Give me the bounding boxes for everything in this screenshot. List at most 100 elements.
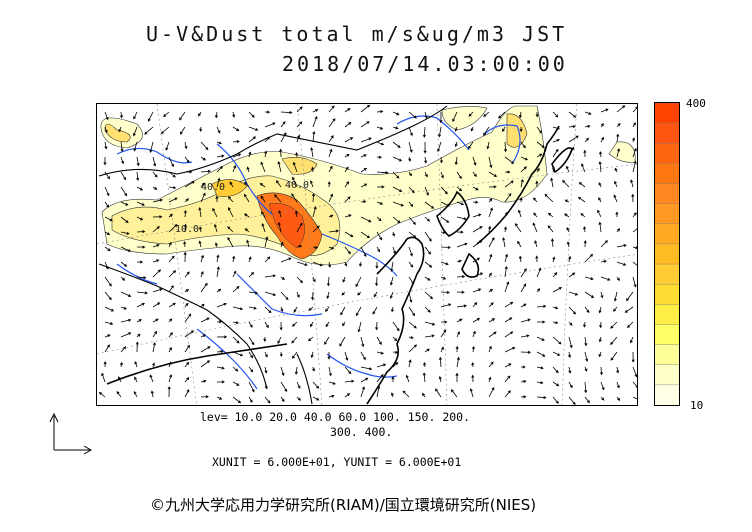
wind-arrow bbox=[610, 336, 618, 346]
wind-arrow bbox=[567, 351, 572, 359]
wind-arrow bbox=[280, 366, 285, 377]
wind-arrow bbox=[423, 141, 427, 154]
wind-arrow bbox=[456, 186, 463, 192]
wind-arrow bbox=[488, 345, 492, 353]
wind-arrow bbox=[198, 240, 202, 248]
wind-arrow bbox=[376, 351, 385, 355]
wind-arrow bbox=[552, 366, 559, 374]
wind-arrow bbox=[200, 156, 206, 161]
wind-arrow bbox=[390, 261, 394, 273]
wind-arrow bbox=[248, 366, 254, 373]
wind-arrow bbox=[246, 239, 250, 248]
wind-arrow bbox=[424, 171, 428, 178]
wind-arrow bbox=[483, 111, 490, 117]
wind-arrow bbox=[486, 141, 490, 150]
contour-label: 40.0 bbox=[201, 182, 225, 193]
wind-arrow bbox=[616, 261, 627, 266]
wind-arrow bbox=[168, 171, 176, 178]
wind-arrow bbox=[342, 276, 346, 283]
wind-arrow bbox=[504, 363, 512, 368]
wind-arrow bbox=[133, 391, 138, 398]
wind-arrow bbox=[295, 151, 299, 158]
wind-arrow bbox=[598, 351, 602, 358]
wind-arrow bbox=[424, 156, 428, 164]
wind-arrow bbox=[552, 381, 560, 387]
wind-arrow bbox=[200, 379, 207, 383]
wind-arrow bbox=[424, 291, 434, 300]
contour-label: 40.0 bbox=[285, 180, 309, 191]
wind-arrow bbox=[168, 197, 178, 203]
wind-arrow bbox=[408, 111, 417, 119]
wind-arrow bbox=[488, 198, 493, 203]
wind-arrow bbox=[360, 231, 371, 239]
wind-arrow bbox=[472, 186, 479, 191]
wind-arrow bbox=[168, 270, 177, 278]
wind-arrow bbox=[344, 231, 354, 238]
wind-arrow bbox=[136, 186, 144, 191]
wind-arrow bbox=[488, 361, 494, 368]
wind-arrow bbox=[544, 193, 554, 203]
wind-arrow bbox=[360, 216, 372, 223]
wind-arrow bbox=[488, 156, 493, 169]
wind-arrow bbox=[488, 171, 498, 177]
wind-arrow bbox=[261, 223, 266, 233]
wind-arrow bbox=[578, 182, 586, 188]
color-scale-segment bbox=[655, 384, 679, 406]
wind-arrow bbox=[120, 276, 126, 281]
wind-arrow bbox=[392, 201, 404, 207]
wind-arrow bbox=[261, 211, 266, 218]
wind-arrow bbox=[470, 126, 474, 132]
wind-arrow bbox=[328, 105, 335, 113]
wind-arrow bbox=[104, 111, 109, 121]
wind-arrow bbox=[452, 111, 458, 123]
wind-arrow bbox=[519, 197, 523, 203]
wind-arrow bbox=[344, 261, 348, 267]
color-scale-segment bbox=[655, 183, 679, 205]
wind-arrow bbox=[488, 331, 497, 338]
wind-arrow bbox=[566, 227, 570, 233]
wind-arrow bbox=[344, 246, 351, 255]
wind-arrow bbox=[328, 148, 333, 158]
wind-arrow bbox=[328, 246, 335, 250]
wind-arrow bbox=[536, 167, 540, 173]
wind-arrow bbox=[357, 321, 362, 333]
wind-arrow bbox=[568, 381, 573, 389]
wind-arrow bbox=[293, 306, 298, 313]
wind-arrow bbox=[311, 193, 315, 203]
wind-arrow bbox=[104, 306, 115, 312]
wind-arrow bbox=[440, 303, 452, 308]
wind-arrow bbox=[408, 336, 414, 339]
color-scale-segment bbox=[655, 324, 679, 346]
wind-arrow bbox=[552, 396, 559, 404]
wind-arrow bbox=[216, 320, 223, 324]
wind-arrow bbox=[552, 351, 561, 356]
wind-arrow bbox=[598, 197, 602, 203]
wind-arrow bbox=[488, 272, 492, 278]
wind-arrow bbox=[440, 245, 451, 249]
wind-arrow bbox=[584, 253, 594, 263]
wind-arrow bbox=[373, 291, 378, 298]
wind-arrow bbox=[120, 156, 124, 165]
wind-arrow bbox=[104, 216, 113, 222]
wind-arrow bbox=[118, 376, 122, 383]
wind-arrow bbox=[520, 395, 527, 399]
wind-arrow bbox=[456, 259, 462, 263]
wind-arrow bbox=[312, 261, 323, 267]
wind-arrow bbox=[615, 211, 619, 218]
wind-arrow bbox=[456, 201, 465, 206]
wind-arrow bbox=[521, 365, 526, 369]
wind-arrow bbox=[296, 121, 303, 128]
wind-arrow bbox=[136, 333, 141, 338]
wind-arrow bbox=[324, 336, 330, 345]
wind-arrow bbox=[168, 255, 175, 263]
wind-arrow bbox=[502, 126, 506, 133]
wind-arrow bbox=[280, 276, 285, 280]
wind-arrow bbox=[232, 270, 237, 278]
wind-arrow bbox=[104, 171, 110, 180]
wind-arrow bbox=[488, 237, 495, 248]
wind-arrow bbox=[244, 193, 250, 203]
wind-arrow bbox=[248, 136, 257, 143]
wind-arrow bbox=[599, 321, 603, 329]
wind-arrow bbox=[216, 254, 220, 263]
wind-arrow bbox=[376, 126, 384, 130]
